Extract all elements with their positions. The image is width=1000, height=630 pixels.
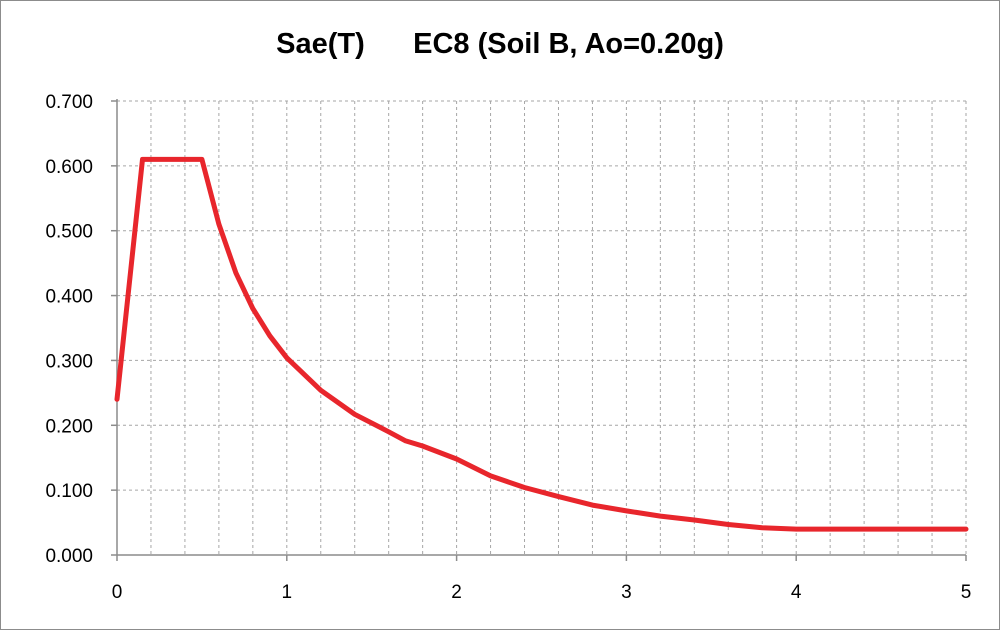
x-tick-label: 0	[112, 582, 123, 603]
axes	[116, 99, 966, 556]
y-tick-label: 0.200	[45, 416, 93, 437]
x-tick-label: 3	[621, 582, 632, 603]
y-tick-label: 0.700	[45, 92, 93, 113]
series-group	[114, 156, 969, 532]
vertical-gridlines	[150, 101, 967, 555]
chart-title: Sae(T) EC8 (Soil B, Ao=0.20g)	[276, 28, 724, 60]
y-tick-label: 0.300	[45, 351, 93, 372]
y-tick-label: 0.000	[45, 546, 93, 567]
x-tick-label: 5	[961, 582, 972, 603]
x-tick-label: 1	[282, 582, 293, 603]
y-tick-label: 0.400	[45, 287, 93, 308]
series-line	[114, 156, 969, 532]
y-tick-label: 0.100	[45, 481, 93, 502]
y-tick-label: 0.500	[45, 222, 93, 243]
x-tick-label: 4	[791, 582, 802, 603]
x-tick-label: 2	[451, 582, 462, 603]
x-tick-labels: 0 1 2 3 4 5	[112, 555, 972, 603]
y-tick-label: 0.600	[45, 157, 93, 178]
y-tick-labels: 0.000 0.100 0.200 0.300 0.400 0.500 0.600 0.700	[45, 92, 117, 567]
